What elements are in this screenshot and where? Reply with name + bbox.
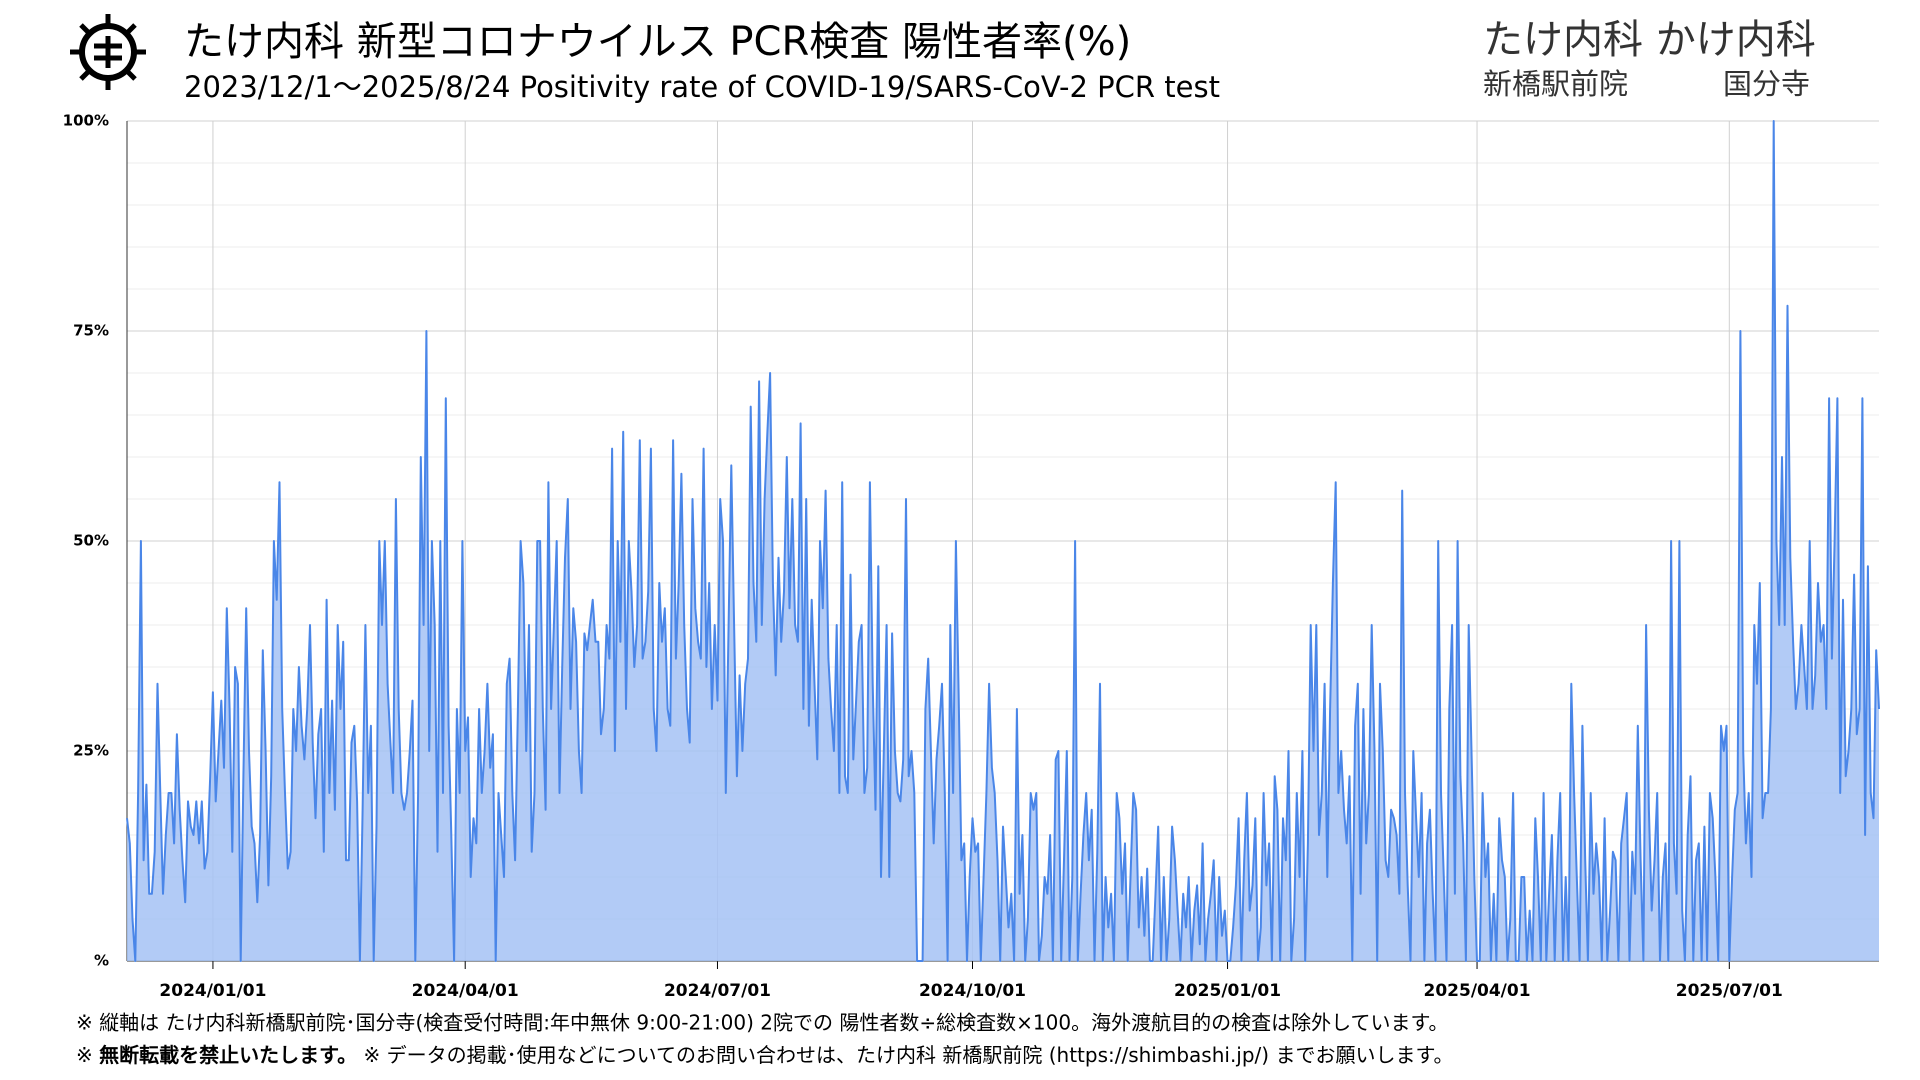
note-mark: ※ — [76, 1043, 93, 1067]
area — [127, 121, 1879, 961]
x-tick-label: 2024/01/01 — [159, 981, 266, 1001]
chart-subtitle: 2023/12/1～2025/8/24 Positivity rate of C… — [184, 70, 1220, 104]
note: ※ 無断転載を禁止いたします。 ※ データの掲載･使用などについてのお問い合わせ… — [76, 1043, 1453, 1067]
x-tick-label: 2024/04/01 — [412, 981, 519, 1001]
x-tick-label: 2025/04/01 — [1424, 981, 1531, 1001]
note-rest: ※ データの掲載･使用などについてのお問い合わせは、たけ内科 新橋駅前院 (ht… — [363, 1043, 1453, 1067]
clinic-2: 国分寺 — [1723, 67, 1810, 101]
y-tick-label: 100% — [63, 112, 109, 130]
logo — [70, 14, 146, 90]
y-tick-label: 25% — [73, 742, 109, 760]
note: ※ 縦軸は たけ内科新橋駅前院･国分寺(検査受付時間:年中無休 9:00-21:… — [76, 1011, 1448, 1035]
x-tick-label: 2025/01/01 — [1174, 981, 1281, 1001]
y-tick-label: 75% — [73, 322, 109, 340]
y-tick-label: 50% — [73, 532, 109, 550]
note-bold: 無断転載を禁止いたします。 — [99, 1043, 357, 1067]
y-tick-label: % — [94, 952, 109, 970]
chart-title: たけ内科 新型コロナウイルス PCR検査 陽性者率(%) — [184, 19, 1131, 65]
line — [126, 120, 1880, 962]
x-tick-label: 2024/07/01 — [664, 981, 771, 1001]
clinic-1: 新橋駅前院 — [1483, 67, 1628, 101]
clinic-names: たけ内科 かけ内科 — [1483, 17, 1816, 63]
x-tick-label: 2024/10/01 — [919, 981, 1026, 1001]
x-tick-label: 2025/07/01 — [1676, 981, 1783, 1001]
